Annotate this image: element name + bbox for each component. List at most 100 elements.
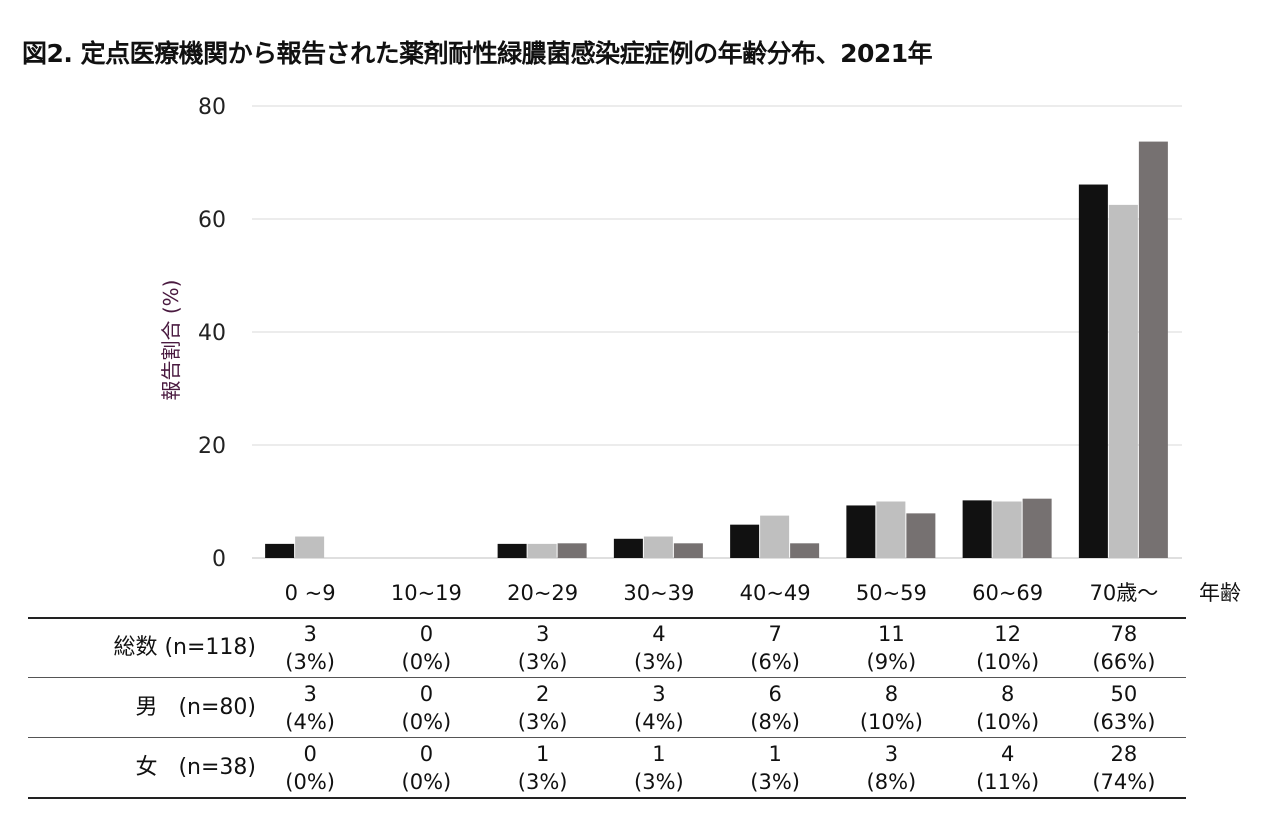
table-cell: 8 (10%) — [953, 680, 1063, 736]
cell-percent: (3%) — [750, 770, 800, 794]
row-label: 総数 (n=118) — [113, 635, 256, 660]
table-bottom-border — [28, 797, 1186, 799]
table-cell: 3 (3%) — [488, 620, 598, 676]
bar-女-5 — [906, 513, 936, 558]
table-cell: 0 (0%) — [255, 740, 365, 796]
bar-男-5 — [876, 501, 906, 558]
bar-男-2 — [527, 543, 557, 558]
cell-percent: (8%) — [750, 710, 800, 734]
cell-count: 50 — [1110, 682, 1138, 706]
bar-総数-4 — [730, 524, 760, 558]
chart-title: 図2. 定点医療機関から報告された薬剤耐性緑膿菌感染症症例の年齢分布、2021年 — [22, 39, 933, 68]
cell-percent: (10%) — [859, 710, 923, 734]
cell-count: 2 — [535, 682, 550, 706]
bar-総数-2 — [497, 543, 527, 558]
cell-percent: (0%) — [401, 710, 452, 734]
x-tick-label: 0 ~9 — [285, 581, 336, 605]
cell-count: 8 — [884, 682, 899, 706]
cell-count: 3 — [652, 682, 666, 706]
table-cell: 0 (0%) — [371, 620, 481, 676]
cell-count: 4 — [1000, 742, 1015, 766]
bar-総数-7 — [1078, 184, 1108, 558]
table-cell: 0 (0%) — [371, 740, 481, 796]
x-tick-label: 10~19 — [391, 581, 462, 605]
bar-chart: 0 20 40 60 80 報告割合 (%) 0 ~9 10~19 20~29 30~39 40~4… — [159, 95, 1241, 605]
table-cell: 12 (10%) — [953, 620, 1063, 676]
bar-総数-0 — [265, 543, 295, 558]
cell-count: 3 — [303, 622, 317, 646]
y-axis-label: 報告割合 (%) — [159, 280, 183, 401]
bar-女-4 — [790, 543, 820, 558]
cell-percent: (0%) — [401, 770, 452, 794]
cell-count: 0 — [419, 742, 434, 766]
cell-count: 0 — [303, 742, 317, 766]
cell-count: 7 — [768, 622, 782, 646]
table-row: 総数 (n=118) 3 (3%) 0 (0%) 3 (3%) 4 (3%) 7 (6%) 11 (9%… — [28, 618, 1186, 678]
table-top-border — [28, 617, 1186, 619]
cell-percent: (3%) — [634, 770, 684, 794]
cell-count: 3 — [884, 742, 899, 766]
x-tick-label: 40~49 — [740, 581, 811, 605]
cell-count: 28 — [1110, 742, 1138, 766]
x-tick-label: 70歳～ — [1090, 581, 1159, 605]
bar-総数-6 — [962, 500, 992, 558]
cell-count: 1 — [535, 742, 550, 766]
cell-count: 3 — [303, 682, 317, 706]
cell-percent: (3%) — [517, 710, 568, 734]
cell-count: 0 — [419, 682, 434, 706]
cell-percent: (0%) — [285, 770, 335, 794]
bar-女-2 — [557, 543, 587, 558]
table-cell: 1 (3%) — [720, 740, 830, 796]
table-cell: 8 (10%) — [836, 680, 946, 736]
table-cell: 6 (8%) — [720, 680, 830, 736]
table-row-divider — [28, 677, 1186, 678]
cell-percent: (6%) — [750, 650, 800, 674]
table-cell: 3 (4%) — [255, 680, 365, 736]
table-cell: 4 (11%) — [953, 740, 1063, 796]
cell-percent: (3%) — [517, 650, 568, 674]
table-cell: 2 (3%) — [488, 680, 598, 736]
cell-count: 3 — [535, 622, 550, 646]
cell-percent: (0%) — [401, 650, 452, 674]
y-tick-label: 40 — [198, 321, 226, 346]
bar-女-7 — [1138, 141, 1168, 558]
bar-総数-3 — [613, 538, 643, 558]
x-tick-label: 60~69 — [972, 581, 1043, 605]
cell-count: 1 — [768, 742, 782, 766]
table-row: 女 (n=38) 0 (0%) 0 (0%) 1 (3%) 1 (3%) 1 (3%) 3 (8%) 4 (… — [28, 738, 1186, 798]
cell-percent: (3%) — [517, 770, 568, 794]
bar-女-3 — [673, 543, 703, 558]
cell-percent: (8%) — [866, 770, 917, 794]
table-cell: 3 (4%) — [604, 680, 714, 736]
table-cell: 3 (3%) — [255, 620, 365, 676]
bar-女-6 — [1022, 498, 1052, 558]
x-tick-label: 20~29 — [507, 581, 578, 605]
cell-percent: (10%) — [976, 710, 1040, 734]
table-cell: 28 (74%) — [1069, 740, 1179, 796]
y-tick-label: 0 — [212, 547, 226, 572]
table-cell: 1 (3%) — [604, 740, 714, 796]
table-row: 男 (n=80) 3 (4%) 0 (0%) 2 (3%) 3 (4%) 6 (8%) 8 (10%) 8… — [28, 678, 1186, 738]
y-tick-label: 60 — [198, 208, 226, 233]
bar-男-6 — [992, 501, 1022, 558]
cell-percent: (3%) — [634, 650, 684, 674]
cell-percent: (66%) — [1092, 650, 1156, 674]
cell-count: 12 — [994, 622, 1021, 646]
cell-count: 11 — [878, 622, 905, 646]
bar-男-7 — [1108, 204, 1138, 558]
cell-count: 4 — [652, 622, 666, 646]
row-label: 女 (n=38) — [135, 755, 256, 780]
bar-男-4 — [760, 515, 790, 558]
table-cell: 78 (66%) — [1069, 620, 1179, 676]
cell-count: 8 — [1000, 682, 1015, 706]
table-cell: 7 (6%) — [720, 620, 830, 676]
table-cell: 4 (3%) — [604, 620, 714, 676]
cell-percent: (11%) — [976, 770, 1040, 794]
cell-count: 1 — [652, 742, 666, 766]
cell-percent: (3%) — [285, 650, 335, 674]
x-tick-label: 30~39 — [623, 581, 694, 605]
table-cell: 3 (8%) — [836, 740, 946, 796]
table-cell: 11 (9%) — [836, 620, 946, 676]
cell-count: 0 — [419, 622, 434, 646]
cell-percent: (4%) — [634, 710, 684, 734]
